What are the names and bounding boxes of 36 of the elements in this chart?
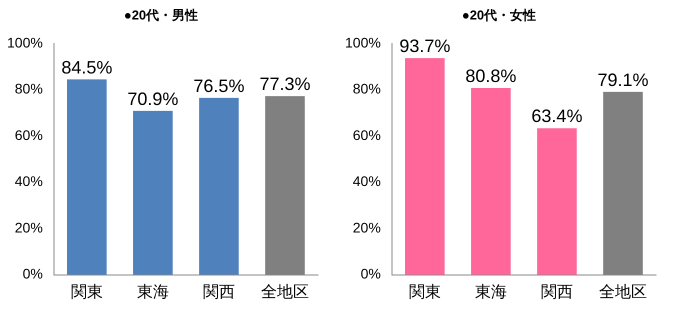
bar [405,58,445,275]
y-tick-label: 0% [22,266,43,282]
y-tick-label: 40% [352,173,381,190]
bar [133,110,173,275]
x-tick-label: 全地区 [598,282,647,301]
x-tick-label: 全地区 [260,282,309,301]
bar [67,79,107,275]
y-tick-label: 60% [352,126,381,143]
y-tick-label: 0% [360,266,381,282]
y-tick-label: 80% [14,80,43,97]
data-label: 80.8% [465,66,516,86]
data-label: 76.5% [193,76,244,96]
data-label: 79.1% [597,70,648,90]
x-tick-label: 関西 [540,284,573,301]
x-tick-label: 関西 [202,284,235,301]
y-tick-label: 40% [14,173,43,190]
x-tick-label: 関東 [70,282,103,301]
x-tick-label: 関東 [408,282,441,301]
y-tick-label: 80% [352,80,381,97]
data-label: 93.7% [399,36,450,56]
y-tick-label: 20% [14,219,43,236]
bar [471,88,511,275]
bar [537,128,577,275]
y-tick-label: 20% [352,219,381,236]
chart-title: ●20代・女性 [462,7,536,22]
y-tick-label: 60% [14,126,43,143]
data-label: 70.9% [127,88,178,109]
data-label: 84.5% [61,57,112,78]
data-label: 63.4% [531,106,582,126]
x-tick-label: 東海 [474,282,507,301]
y-tick-label: 100% [6,34,43,50]
data-label: 77.3% [259,74,310,94]
y-tick-label: 100% [344,34,381,50]
x-tick-label: 東海 [136,282,169,301]
chart-title: ●20代・男性 [124,7,198,22]
bar [199,98,239,275]
